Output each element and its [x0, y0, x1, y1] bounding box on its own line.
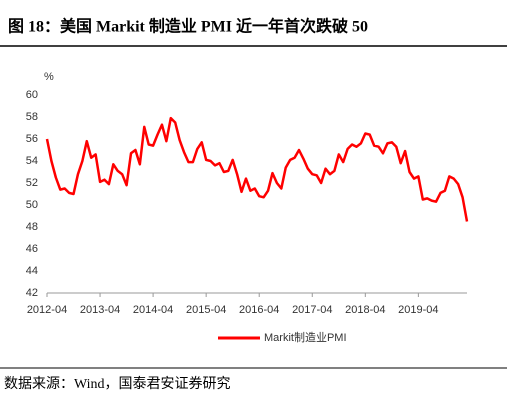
legend-label: Markit制造业PMI	[264, 330, 347, 344]
y-tick-label: 46	[26, 243, 38, 255]
y-tick-label: 52	[26, 177, 38, 189]
y-tick-label: 44	[26, 265, 38, 277]
x-tick-label: 2018-04	[345, 304, 385, 316]
y-axis-label: %	[44, 71, 54, 83]
y-tick-label: 48	[26, 221, 38, 233]
y-tick-label: 54	[26, 155, 38, 167]
x-tick-label: 2012-04	[27, 304, 67, 316]
y-tick-label: 58	[26, 111, 38, 123]
x-tick-label: 2014-04	[133, 304, 173, 316]
chart-title: 图 18：美国 Markit 制造业 PMI 近一年首次跌破 50	[8, 17, 368, 36]
y-tick-label: 50	[26, 199, 38, 211]
x-tick-label: 2013-04	[80, 304, 120, 316]
x-tick-label: 2019-04	[398, 304, 438, 316]
source: 数据来源：Wind，国泰君安证券研究	[4, 376, 231, 392]
line-series	[45, 116, 469, 222]
x-tick-label: 2017-04	[292, 304, 332, 316]
y-tick-label: 42	[26, 287, 38, 299]
y-tick-label: 60	[26, 89, 38, 101]
y-tick-label: 56	[26, 133, 38, 145]
x-tick-label: 2016-04	[239, 304, 279, 316]
x-tick-label: 2015-04	[186, 304, 226, 316]
